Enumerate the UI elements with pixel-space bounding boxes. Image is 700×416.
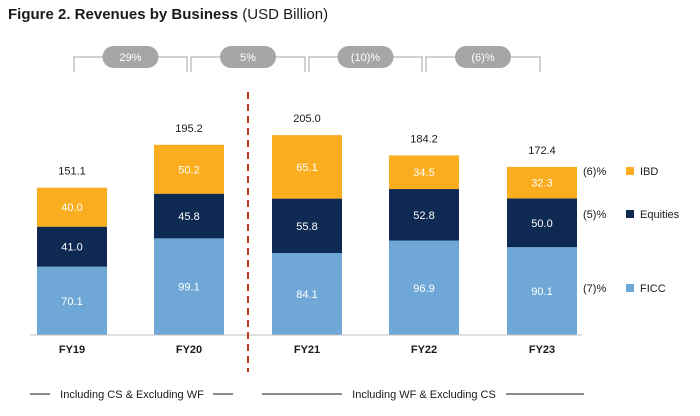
change-label-ibd: (6)%	[583, 166, 606, 178]
bar-ficc-fy21	[272, 253, 342, 335]
chart-title-unit: (USD Billion)	[242, 6, 329, 23]
bar-ficc-fy22	[389, 240, 459, 335]
legend-label-ibd: IBD	[640, 166, 658, 178]
legend-swatch-ficc	[626, 284, 634, 292]
value-label-equities-fy21: 55.8	[296, 221, 317, 233]
bar-ficc-fy23	[507, 247, 577, 335]
bar-equities-fy22	[389, 189, 459, 241]
total-label-fy21: 205.0	[293, 113, 321, 125]
change-label-ficc: (7)%	[583, 283, 606, 295]
bar-ibd-fy23	[507, 166, 577, 199]
value-label-equities-fy23: 50.0	[531, 218, 552, 230]
legend-swatch-ibd	[626, 167, 634, 175]
value-label-ficc-fy22: 96.9	[413, 283, 434, 295]
growth-label-2: 5%	[240, 52, 256, 64]
total-label-fy19: 151.1	[58, 166, 86, 178]
legend-label-equities: Equities	[640, 209, 680, 221]
change-label-equities: (5)%	[583, 209, 606, 221]
value-label-ibd-fy21: 65.1	[296, 162, 317, 174]
total-label-fy20: 195.2	[175, 123, 203, 135]
bar-ibd-fy19	[37, 187, 107, 227]
bar-ibd-fy22	[389, 155, 459, 190]
value-label-equities-fy19: 41.0	[61, 242, 82, 254]
bar-ficc-fy19	[37, 266, 107, 335]
value-label-equities-fy20: 45.8	[178, 211, 199, 223]
growth-bubble-2	[220, 46, 276, 68]
bar-ibd-fy21	[272, 135, 342, 199]
value-label-ficc-fy20: 99.1	[178, 282, 199, 294]
total-label-fy23: 172.4	[528, 145, 556, 157]
bar-equities-fy20	[154, 193, 224, 239]
x-tick-fy19: FY19	[59, 344, 85, 356]
growth-label-1: 29%	[119, 52, 141, 64]
value-label-equities-fy22: 52.8	[413, 210, 434, 222]
value-label-ibd-fy19: 40.0	[61, 202, 82, 214]
bar-ibd-fy20	[154, 144, 224, 194]
value-label-ibd-fy23: 32.3	[531, 178, 552, 190]
growth-label-3: (10)%	[351, 52, 381, 64]
bar-equities-fy21	[272, 198, 342, 254]
value-label-ficc-fy23: 90.1	[531, 286, 552, 298]
period-label-1: Including CS & Excluding WF	[60, 389, 204, 401]
x-tick-fy20: FY20	[176, 344, 202, 356]
value-label-ficc-fy21: 84.1	[296, 289, 317, 301]
legend-swatch-equities	[626, 210, 634, 218]
legend-label-ficc: FICC	[640, 283, 666, 295]
value-label-ibd-fy20: 50.2	[178, 164, 199, 176]
period-label-2: Including WF & Excluding CS	[352, 389, 496, 401]
x-tick-fy22: FY22	[411, 344, 437, 356]
growth-bubble-4	[455, 46, 511, 68]
chart-title-bold: Figure 2. Revenues by Business	[8, 6, 239, 23]
value-label-ficc-fy19: 70.1	[61, 296, 82, 308]
growth-label-4: (6)%	[471, 52, 494, 64]
value-label-ibd-fy22: 34.5	[413, 167, 434, 179]
bar-equities-fy23	[507, 198, 577, 248]
chart-title: Figure 2. Revenues by Business (USD Bill…	[8, 6, 328, 23]
growth-bubble-3	[337, 46, 394, 68]
growth-bubble-1	[102, 46, 159, 68]
bar-equities-fy19	[37, 226, 107, 267]
total-label-fy22: 184.2	[410, 133, 438, 145]
bar-ficc-fy20	[154, 238, 224, 335]
x-tick-fy23: FY23	[529, 344, 555, 356]
x-tick-fy21: FY21	[294, 344, 320, 356]
